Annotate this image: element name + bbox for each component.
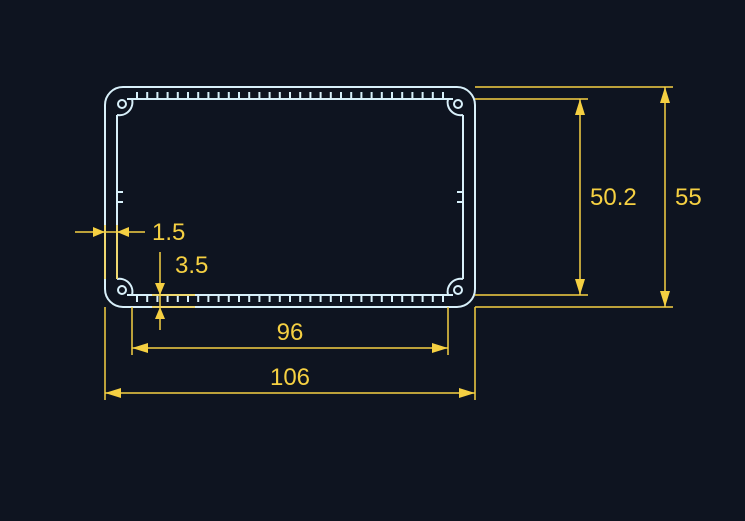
dim-width-outer-label: 106	[270, 364, 310, 391]
cad-drawing: 96 106 50.2 55 1.5	[0, 0, 745, 521]
dim-width-inner: 96	[132, 307, 448, 355]
dim-wall-h: 1.5	[75, 219, 185, 279]
dim-width-inner-label: 96	[277, 319, 304, 346]
dim-wall-v: 3.5	[152, 252, 208, 330]
dim-height-outer-label: 55	[675, 184, 702, 211]
corner-BR	[448, 279, 463, 295]
fins-bottom	[137, 295, 443, 302]
dim-height-inner-label: 50.2	[590, 184, 637, 211]
fins-top	[137, 92, 443, 99]
dim-wall-v-label: 3.5	[175, 252, 208, 279]
dim-height-outer: 55	[475, 87, 702, 307]
dim-height-inner: 50.2	[475, 99, 637, 295]
dim-wall-h-label: 1.5	[152, 219, 185, 246]
corner-TR	[448, 99, 463, 115]
corner-TL	[117, 99, 132, 115]
corner-BL	[117, 279, 132, 295]
